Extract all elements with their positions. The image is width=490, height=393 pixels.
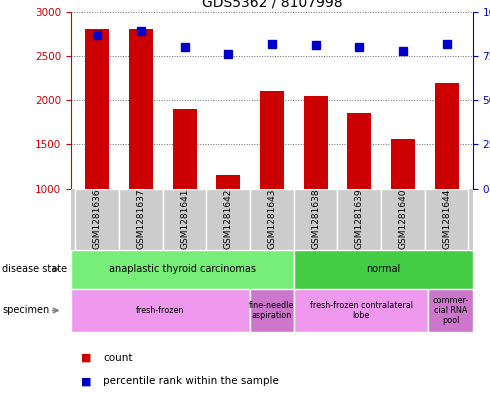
Text: GSM1281640: GSM1281640 [398, 189, 408, 249]
Bar [294, 189, 338, 250]
Text: normal: normal [367, 264, 401, 274]
Bar [391, 139, 415, 189]
Bar [294, 289, 428, 332]
Text: commer-
cial RNA
pool: commer- cial RNA pool [432, 296, 468, 325]
Bar [71, 250, 294, 289]
Bar [250, 189, 294, 250]
Bar [249, 289, 294, 332]
Text: GSM1281636: GSM1281636 [93, 189, 102, 250]
Text: disease state: disease state [2, 264, 68, 274]
Text: GSM1281642: GSM1281642 [224, 189, 233, 249]
Bar [129, 29, 153, 189]
Text: percentile rank within the sample: percentile rank within the sample [103, 376, 279, 386]
Text: GSM1281644: GSM1281644 [442, 189, 451, 249]
Bar [304, 96, 328, 189]
Text: GSM1281638: GSM1281638 [311, 189, 320, 250]
Bar [260, 91, 284, 189]
Bar [425, 189, 468, 250]
Bar [294, 250, 473, 289]
Bar [381, 189, 425, 250]
Text: GSM1281637: GSM1281637 [136, 189, 146, 250]
Bar [75, 189, 119, 250]
Bar [71, 289, 249, 332]
Text: fresh-frozen: fresh-frozen [136, 306, 185, 315]
Bar [85, 29, 109, 189]
Text: ■: ■ [81, 353, 91, 363]
Text: fresh-frozen contralateral
lobe: fresh-frozen contralateral lobe [310, 301, 413, 320]
Bar [119, 189, 163, 250]
Bar [206, 189, 250, 250]
Title: GDS5362 / 8107998: GDS5362 / 8107998 [202, 0, 342, 9]
Bar [163, 189, 206, 250]
Bar [435, 83, 459, 189]
Bar [216, 175, 240, 189]
Text: GSM1281643: GSM1281643 [268, 189, 276, 249]
Text: specimen: specimen [2, 305, 49, 316]
Text: ■: ■ [81, 376, 91, 386]
Bar [172, 109, 196, 189]
Bar [428, 289, 473, 332]
Text: count: count [103, 353, 132, 363]
Text: fine-needle
aspiration: fine-needle aspiration [249, 301, 294, 320]
Text: anaplastic thyroid carcinomas: anaplastic thyroid carcinomas [109, 264, 256, 274]
Text: GSM1281641: GSM1281641 [180, 189, 189, 249]
Bar [338, 189, 381, 250]
Text: GSM1281639: GSM1281639 [355, 189, 364, 250]
Bar [347, 114, 371, 189]
